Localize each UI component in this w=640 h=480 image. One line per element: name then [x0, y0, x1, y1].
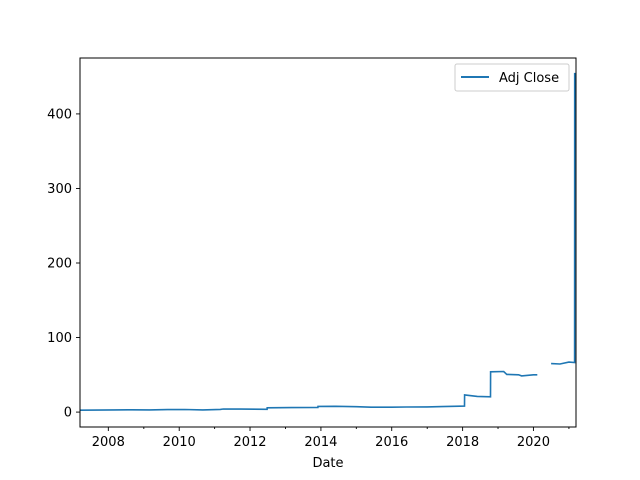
- plot-frame: [79, 57, 577, 428]
- x-tick-label: 2018: [446, 435, 479, 450]
- y-tick-label: 400: [47, 107, 72, 122]
- y-tick-label: 200: [47, 257, 72, 272]
- legend-label: Adj Close: [499, 71, 559, 86]
- x-tick-label: 2016: [375, 435, 408, 450]
- series-line-segment: [551, 72, 576, 365]
- y-axis: 0 100 200 300 400: [47, 107, 80, 421]
- legend-box: [454, 63, 570, 92]
- x-tick-label: 2014: [304, 435, 337, 450]
- x-tick-label: 2012: [233, 435, 266, 450]
- y-tick-label: 300: [47, 182, 72, 197]
- x-tick-label: 2020: [517, 435, 550, 450]
- series-line-segment: [79, 370, 538, 411]
- y-tick-label: 0: [64, 406, 72, 421]
- x-tick-label: 2010: [163, 435, 196, 450]
- legend: Adj Close: [454, 63, 570, 92]
- x-axis-label: Date: [312, 456, 343, 471]
- x-tick-label: 2008: [92, 435, 125, 450]
- x-axis: 2008 2010 2012 2014 2016 2018 2020: [92, 427, 570, 450]
- y-tick-label: 100: [47, 331, 72, 346]
- series-adj-close: [79, 72, 576, 411]
